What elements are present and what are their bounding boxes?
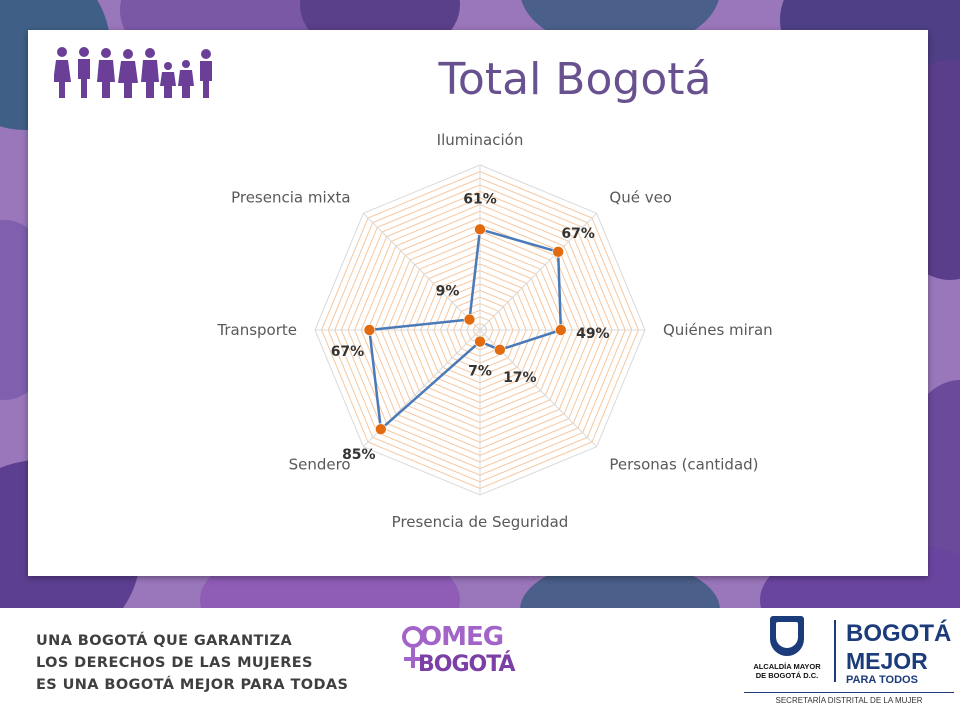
- female-symbol-icon: [402, 626, 424, 648]
- data-label: 61%: [463, 191, 497, 207]
- data-point: [494, 344, 506, 356]
- slide-card: [28, 30, 928, 576]
- omeg-logo-subtext: BOGOTÁ: [418, 652, 516, 677]
- axis-label: Qué veo: [609, 189, 672, 207]
- slogan-line: UNA BOGOTÁ QUE GARANTIZA: [36, 633, 293, 649]
- alcaldia-logo: ALCALDÍA MAYOR DE BOGOTÁ D.C.: [744, 614, 830, 690]
- radar-chart: Iluminación Qué veo Quiénes miran Personas …: [216, 131, 773, 531]
- data-point: [463, 313, 476, 326]
- women-family-icon: [54, 47, 212, 98]
- axis-label: Presencia de Seguridad: [392, 513, 569, 531]
- data-label: 17%: [503, 370, 537, 386]
- bogota-logo-line: MEJOR: [846, 648, 928, 674]
- data-label: 67%: [331, 344, 365, 360]
- grid-spoke: [362, 212, 481, 331]
- female-symbol-bar: [404, 657, 422, 661]
- axis-label: Presencia mixta: [231, 189, 351, 207]
- alcaldia-line: ALCALDÍA MAYOR: [753, 662, 821, 671]
- axis-label: Sendero: [289, 455, 351, 473]
- data-point: [375, 423, 387, 435]
- data-label: 7%: [468, 364, 492, 380]
- slogan-line: LOS DERECHOS DE LAS MUJERES: [36, 655, 313, 671]
- axis-label: Quiénes miran: [663, 321, 773, 339]
- data-label: 85%: [342, 447, 376, 463]
- alcaldia-text: ALCALDÍA MAYOR DE BOGOTÁ D.C.: [744, 662, 830, 680]
- data-label: 9%: [436, 283, 460, 299]
- axis-label: Personas (cantidad): [609, 455, 758, 473]
- bogota-mejor-logo: BOGOTÁ MEJOR PARA TODOS: [846, 616, 952, 688]
- coat-of-arms-icon: [770, 616, 804, 656]
- data-point: [555, 324, 567, 336]
- data-label: 49%: [576, 326, 610, 342]
- secretaria-text: SECRETARÍA DISTRITAL DE LA MUJER: [744, 692, 954, 705]
- slogan-line: ES UNA BOGOTÁ MEJOR PARA TODAS: [36, 677, 349, 693]
- alcaldia-line: DE BOGOTÁ D.C.: [755, 671, 819, 680]
- data-point: [474, 223, 486, 236]
- data-point: [474, 335, 486, 348]
- bogota-logo-line: BOGOTÁ: [846, 620, 952, 647]
- axis-label: Transporte: [216, 321, 297, 339]
- omeg-logo-text: OMEG: [420, 622, 504, 652]
- grid-spoke: [479, 212, 598, 331]
- axis-label: Iluminación: [437, 131, 524, 149]
- bogota-logo-line: PARA TODOS: [846, 674, 918, 686]
- data-point: [363, 324, 376, 336]
- footer-slogan: UNA BOGOTÁ QUE GARANTIZA LOS DERECHOS DE…: [36, 630, 376, 696]
- omeg-logo: OMEG BOGOTÁ: [400, 622, 516, 686]
- data-point: [552, 246, 564, 258]
- data-label: 67%: [561, 226, 595, 242]
- logo-divider: [834, 620, 836, 682]
